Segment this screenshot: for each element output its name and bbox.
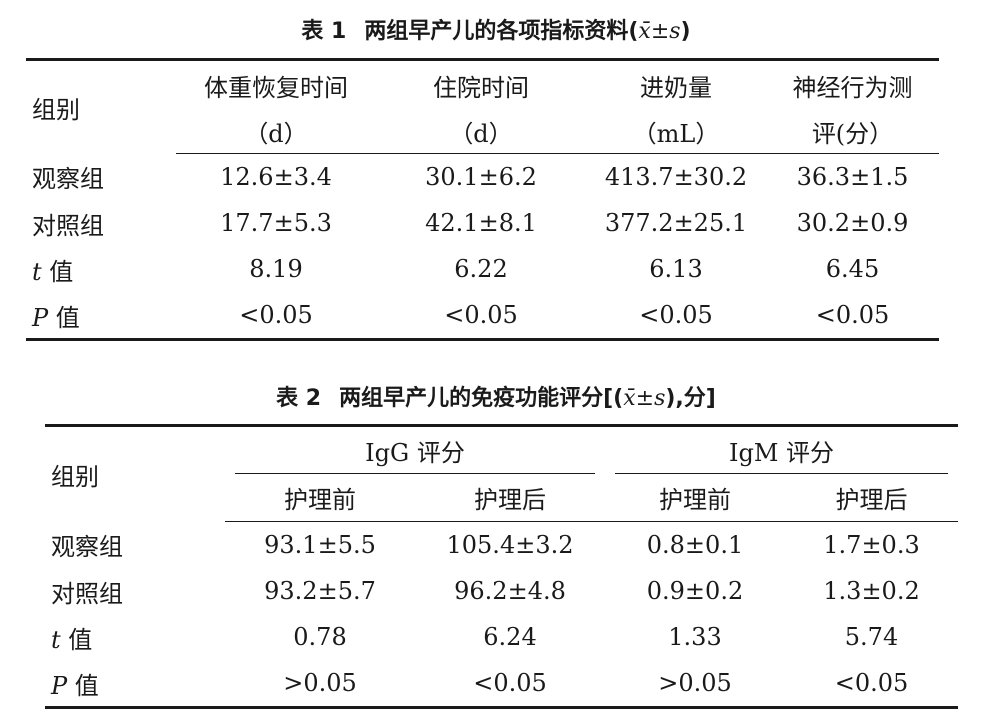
table-cell: 105.4±3.2 (446, 531, 574, 559)
table1-header-col2-line1: 住院时间 (433, 73, 529, 102)
table-cell: 30.1±6.2 (425, 163, 537, 191)
table2: 组别 IgG 评分 IgM 评分 护理前 护理后 护理前 护理后 观察组 93.… (45, 424, 959, 709)
table-cell: 96.2±4.8 (454, 577, 566, 605)
table1-header-col4-line1: 神经行为测 (792, 73, 913, 102)
table-cell: 42.1±8.1 (425, 209, 537, 237)
table2-header-sub: 护理前 (225, 474, 415, 522)
table-cell: 6.24 (483, 623, 537, 651)
row-label-text: 值 (41, 257, 74, 286)
table2-caption-close: ),分] (665, 386, 716, 411)
table2-header-group: 组别 (51, 462, 99, 491)
row-label: 观察组 (32, 165, 104, 194)
row-label-var: t (32, 257, 42, 286)
table-cell: 1.3±0.2 (823, 577, 920, 605)
table-cell: 30.2±0.9 (796, 209, 909, 237)
table1-caption: 表 1 两组早产儿的各项指标资料(x̄±s) (0, 17, 992, 47)
table-cell: 413.7±30.2 (604, 163, 748, 191)
table-row: 观察组 12.6±3.4 30.1±6.2 413.7±30.2 36.3±1.… (26, 154, 939, 201)
table-cell: <0.05 (239, 301, 313, 329)
table1-caption-close: ) (680, 19, 691, 44)
row-label-var: P (51, 671, 68, 700)
table2-header-sub: 护理后 (415, 474, 605, 522)
table-cell: 6.45 (825, 255, 880, 283)
table-row: 对照组 17.7±5.3 42.1±8.1 377.2±25.1 30.2±0.… (26, 200, 939, 246)
table-cell: <0.05 (473, 669, 547, 697)
table-row: P 值 <0.05 <0.05 <0.05 <0.05 (26, 292, 939, 340)
table1-header-group: 组别 (32, 95, 80, 124)
table1-header-col3-line1: 进奶量 (640, 73, 712, 102)
table-cell: 0.78 (293, 623, 347, 651)
table-cell: 6.13 (649, 255, 703, 283)
table2-header-sub: 护理后 (785, 474, 959, 522)
table-cell: >0.05 (658, 669, 732, 697)
table1-header-col1-line1: 体重恢复时间 (204, 73, 348, 102)
table-cell: 0.8±0.1 (646, 531, 744, 559)
table1-header-col2-line2: （d） (376, 109, 586, 154)
table-row: P 值 >0.05 <0.05 >0.05 <0.05 (45, 660, 958, 708)
row-label-text: 值 (67, 671, 99, 700)
table1-caption-label: 表 1 (301, 19, 347, 44)
row-label-var: t (51, 625, 61, 654)
table-cell: 1.7±0.3 (823, 531, 920, 559)
table-cell: <0.05 (834, 669, 909, 697)
table-cell: 17.7±5.3 (220, 209, 332, 237)
table-cell: 36.3±1.5 (796, 163, 909, 191)
table2-header-igg: IgG 评分 (225, 426, 605, 475)
table-cell: 5.74 (844, 623, 899, 651)
table-cell: >0.05 (283, 669, 357, 697)
table-cell: <0.05 (815, 301, 890, 329)
row-label: P 值 (26, 292, 176, 340)
table-row: 观察组 93.1±5.5 105.4±3.2 0.8±0.1 1.7±0.3 (45, 522, 958, 569)
table1-caption-title: 两组早产儿的各项指标资料( (364, 19, 639, 44)
table-row: t 值 0.78 6.24 1.33 5.74 (45, 614, 958, 660)
row-label: 对照组 (32, 211, 104, 240)
table1-caption-stat: x̄±s (638, 19, 681, 44)
table-cell: <0.05 (444, 301, 518, 329)
table2-header-igm: IgM 评分 (605, 426, 958, 475)
table-cell: 93.2±5.7 (264, 577, 376, 605)
table2-caption-title: 两组早产儿的免疫功能评分[( (339, 386, 624, 411)
table-cell: 6.22 (454, 255, 508, 283)
table-cell: 1.33 (668, 623, 722, 651)
row-label: P 值 (45, 660, 225, 708)
table2-caption: 表 2 两组早产儿的免疫功能评分[(x̄±s),分] (0, 384, 992, 414)
table2-caption-stat: x̄±s (623, 386, 666, 411)
row-label-text: 值 (60, 625, 93, 654)
table-cell: 12.6±3.4 (220, 163, 332, 191)
table-cell: 93.1±5.5 (264, 531, 376, 559)
table1-header-col3-line2: （mL） (586, 109, 766, 154)
table-cell: 0.9±0.2 (646, 577, 744, 605)
row-label-var: P (32, 303, 49, 332)
table1-header-col1-line2: （d） (176, 109, 376, 154)
row-label: t 值 (45, 614, 225, 660)
table-cell: 8.19 (249, 255, 303, 283)
row-label: 对照组 (51, 579, 123, 608)
row-label: 观察组 (51, 533, 123, 562)
table-cell: <0.05 (639, 301, 713, 329)
table1: 组别 体重恢复时间 住院时间 进奶量 神经行为测 （d） （d） （mL） 评(… (26, 58, 939, 341)
table-cell: 377.2±25.1 (604, 209, 748, 237)
table-row: 对照组 93.2±5.7 96.2±4.8 0.9±0.2 1.3±0.2 (45, 568, 958, 614)
table-row: t 值 8.19 6.22 6.13 6.45 (26, 246, 939, 292)
table2-header-sub: 护理前 (605, 474, 785, 522)
table2-caption-label: 表 2 (276, 386, 322, 411)
row-label: t 值 (26, 246, 176, 292)
table1-header-col4-line2: 评(分） (766, 109, 939, 154)
row-label-text: 值 (48, 303, 80, 332)
